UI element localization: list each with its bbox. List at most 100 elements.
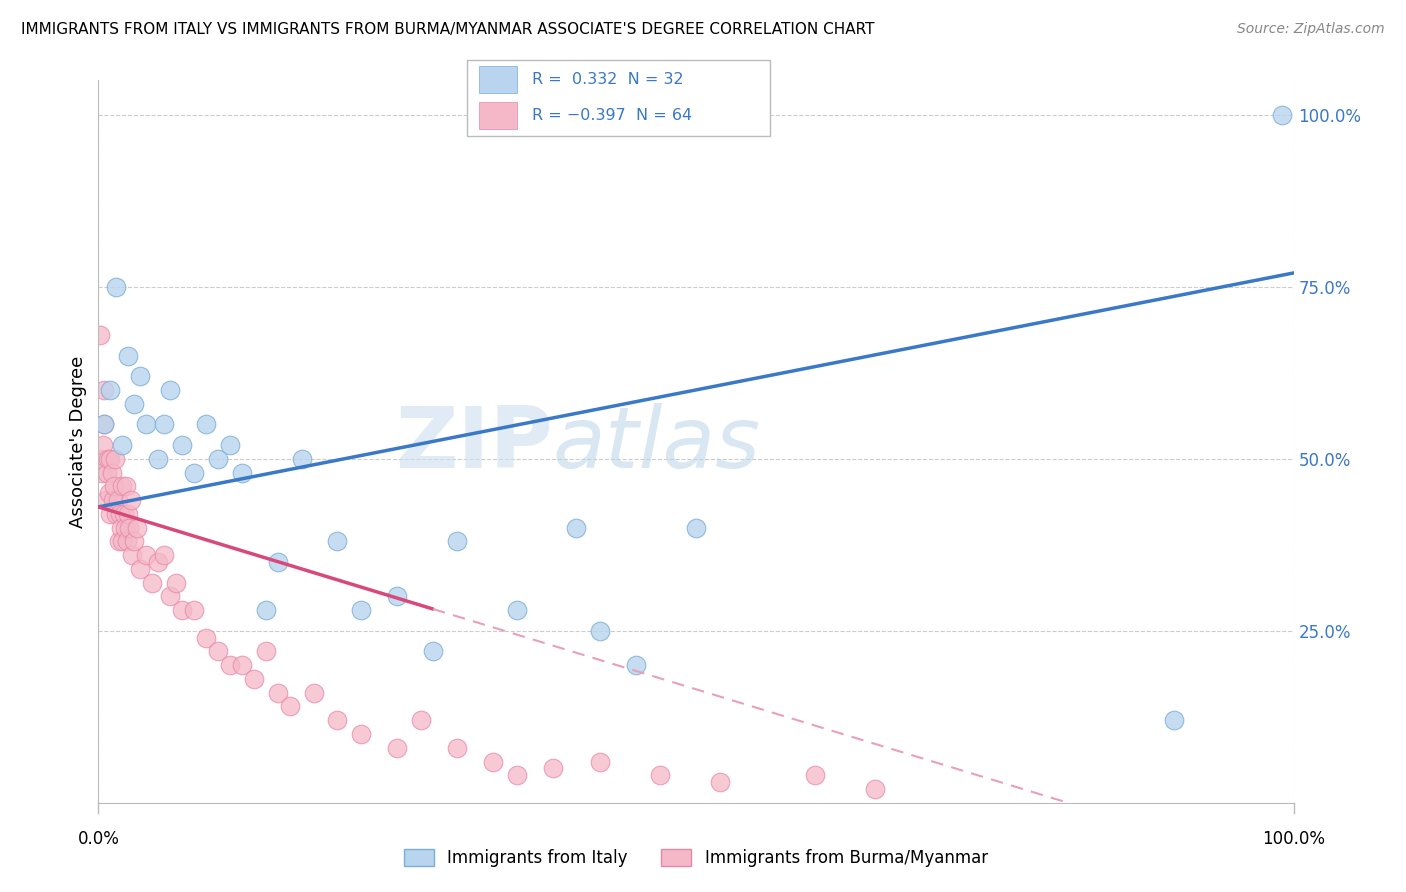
Point: [121, 548, 143, 562]
Point: [207, 644, 229, 658]
Point: [219, 438, 242, 452]
Point: [1271, 108, 1294, 122]
Point: [159, 383, 181, 397]
Point: [135, 417, 157, 432]
Point: [165, 575, 187, 590]
Point: [254, 603, 277, 617]
Text: 0.0%: 0.0%: [77, 830, 120, 848]
Point: [350, 727, 373, 741]
Text: ZIP: ZIP: [395, 403, 553, 486]
Point: [124, 534, 146, 549]
Point: [589, 624, 612, 638]
Point: [195, 417, 218, 432]
Point: [91, 466, 114, 480]
Point: [98, 486, 121, 500]
Point: [107, 534, 129, 549]
Point: [685, 520, 707, 534]
Point: [650, 768, 672, 782]
Point: [159, 590, 181, 604]
Point: [96, 466, 118, 480]
Point: [219, 658, 242, 673]
Point: [111, 479, 134, 493]
Point: [129, 562, 152, 576]
Point: [91, 438, 114, 452]
Point: [129, 369, 152, 384]
Point: [97, 451, 120, 466]
Point: [302, 686, 325, 700]
Point: [148, 555, 170, 569]
Point: [709, 775, 731, 789]
Point: [135, 548, 157, 562]
Point: [506, 603, 529, 617]
Point: [100, 466, 122, 480]
Point: [326, 713, 349, 727]
Point: [101, 493, 124, 508]
Point: [148, 451, 170, 466]
Point: [111, 438, 134, 452]
Point: [111, 534, 134, 549]
Point: [105, 507, 128, 521]
Legend: Immigrants from Italy, Immigrants from Burma/Myanmar: Immigrants from Italy, Immigrants from B…: [404, 848, 988, 867]
Point: [124, 397, 146, 411]
Text: R = −0.397  N = 64: R = −0.397 N = 64: [531, 108, 692, 123]
FancyBboxPatch shape: [479, 66, 516, 93]
Point: [172, 438, 194, 452]
Point: [110, 520, 132, 534]
Point: [172, 603, 194, 617]
Y-axis label: Associate's Degree: Associate's Degree: [69, 355, 87, 528]
Point: [103, 479, 125, 493]
Point: [115, 479, 138, 493]
Point: [114, 520, 136, 534]
Point: [267, 686, 290, 700]
Point: [385, 590, 409, 604]
Point: [446, 534, 468, 549]
Point: [93, 417, 115, 432]
Point: [112, 507, 135, 521]
Text: IMMIGRANTS FROM ITALY VS IMMIGRANTS FROM BURMA/MYANMAR ASSOCIATE'S DEGREE CORREL: IMMIGRANTS FROM ITALY VS IMMIGRANTS FROM…: [21, 22, 875, 37]
Text: atlas: atlas: [553, 403, 761, 486]
Text: 100.0%: 100.0%: [1263, 830, 1324, 848]
Point: [98, 451, 122, 466]
Point: [326, 534, 349, 549]
Point: [93, 417, 115, 432]
Point: [117, 349, 139, 363]
Point: [207, 451, 229, 466]
Point: [153, 548, 176, 562]
Point: [231, 658, 253, 673]
Point: [411, 713, 433, 727]
Point: [105, 279, 128, 293]
Point: [291, 451, 314, 466]
Point: [482, 755, 505, 769]
Point: [104, 451, 127, 466]
Point: [89, 327, 111, 342]
Point: [90, 451, 112, 466]
Point: [183, 466, 205, 480]
Point: [118, 520, 141, 534]
Point: [865, 782, 887, 797]
Point: [98, 383, 122, 397]
Point: [589, 755, 612, 769]
Point: [506, 768, 529, 782]
Point: [350, 603, 373, 617]
Text: R =  0.332  N = 32: R = 0.332 N = 32: [531, 71, 683, 87]
Point: [1163, 713, 1185, 727]
Point: [93, 383, 115, 397]
Point: [120, 493, 142, 508]
Point: [626, 658, 648, 673]
Point: [153, 417, 176, 432]
Point: [278, 699, 301, 714]
Point: [804, 768, 827, 782]
Point: [117, 507, 139, 521]
Point: [108, 507, 131, 521]
Point: [183, 603, 205, 617]
Point: [385, 740, 409, 755]
FancyBboxPatch shape: [467, 61, 770, 136]
Point: [243, 672, 266, 686]
Point: [267, 555, 290, 569]
Point: [115, 534, 138, 549]
Point: [231, 466, 253, 480]
Point: [94, 493, 117, 508]
Point: [541, 761, 564, 775]
Point: [565, 520, 588, 534]
FancyBboxPatch shape: [479, 103, 516, 128]
